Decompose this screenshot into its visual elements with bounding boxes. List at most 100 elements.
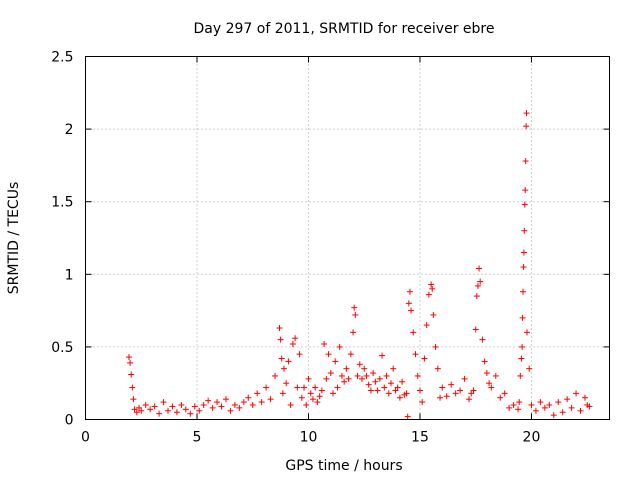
data-point: [258, 399, 265, 406]
data-point: [301, 384, 308, 391]
data-point: [227, 407, 234, 414]
data-point: [396, 394, 403, 401]
data-point: [374, 387, 381, 394]
data-point: [486, 380, 493, 387]
data-point: [419, 399, 426, 406]
data-point: [318, 387, 325, 394]
data-point: [130, 396, 137, 403]
data-point: [173, 409, 180, 416]
data-point: [520, 249, 527, 256]
data-point: [477, 278, 484, 285]
data-point: [283, 380, 290, 387]
data-point: [354, 372, 361, 379]
data-point: [443, 393, 450, 400]
data-point: [526, 365, 533, 372]
y-tick-label: 0.5: [51, 340, 73, 356]
data-point: [518, 355, 525, 362]
data-point: [515, 406, 522, 413]
data-point: [363, 372, 370, 379]
data-point: [394, 384, 401, 391]
data-point: [425, 291, 432, 298]
data-point: [236, 404, 243, 411]
data-point: [307, 390, 314, 397]
data-point: [151, 403, 158, 410]
data-point: [568, 404, 575, 411]
data-point: [577, 407, 584, 414]
data-point: [127, 359, 134, 366]
data-point: [408, 307, 415, 314]
data-point: [327, 370, 334, 377]
data-point: [399, 378, 406, 385]
data-point: [481, 358, 488, 365]
data-point: [439, 384, 446, 391]
data-point: [182, 406, 189, 413]
x-axis-label: GPS time / hours: [285, 458, 402, 474]
data-point: [365, 381, 372, 388]
data-point: [128, 371, 135, 378]
data-point: [416, 387, 423, 394]
data-point: [559, 409, 566, 416]
data-point: [125, 354, 132, 361]
data-point: [523, 123, 530, 130]
data-point: [278, 355, 285, 362]
data-point: [523, 110, 530, 117]
data-point: [214, 399, 221, 406]
data-point: [541, 404, 548, 411]
data-point: [379, 352, 386, 359]
data-point: [506, 404, 513, 411]
data-point: [573, 390, 580, 397]
data-point: [191, 403, 198, 410]
data-point: [358, 375, 365, 382]
data-point: [361, 365, 368, 372]
data-point: [479, 336, 486, 343]
axes: 0 5 10 15 20 0 0.5 1 1.5 2 2.5: [51, 50, 610, 446]
data-point: [474, 282, 481, 289]
y-tick-label: 0: [65, 413, 74, 429]
data-point: [341, 378, 348, 385]
data-point: [187, 410, 194, 417]
data-point: [296, 351, 303, 358]
data-point: [421, 355, 428, 362]
data-point: [405, 300, 412, 307]
data-point: [347, 351, 354, 358]
data-point: [312, 384, 319, 391]
data-point: [147, 406, 154, 413]
data-point: [537, 399, 544, 406]
data-point: [160, 399, 167, 406]
data-point: [519, 343, 526, 350]
data-point: [316, 393, 323, 400]
y-tick-label: 2: [65, 122, 74, 138]
data-point: [240, 399, 247, 406]
x-tick-label: 0: [81, 430, 90, 446]
data-point: [501, 390, 508, 397]
y-tick-label: 1.5: [51, 195, 73, 211]
data-point: [387, 380, 394, 387]
data-point: [466, 396, 473, 403]
data-point: [522, 187, 529, 194]
data-point: [343, 365, 350, 372]
data-point: [289, 340, 296, 347]
data-point: [277, 336, 284, 343]
data-point: [510, 401, 517, 408]
data-point: [218, 403, 225, 410]
data-point: [350, 329, 357, 336]
data-point: [279, 390, 286, 397]
data-point: [555, 399, 562, 406]
x-tick-label: 15: [411, 430, 429, 446]
data-point: [142, 401, 149, 408]
data-point: [473, 293, 480, 300]
data-point: [263, 384, 270, 391]
data-point: [488, 384, 495, 391]
data-point: [428, 281, 435, 288]
grid: [85, 56, 610, 420]
data-point: [492, 372, 499, 379]
data-point: [390, 365, 397, 372]
data-point: [267, 396, 274, 403]
data-point: [521, 227, 528, 234]
data-point: [305, 375, 312, 382]
data-point: [287, 401, 294, 408]
data-point: [437, 394, 444, 401]
plot-frame: [85, 56, 610, 420]
data-point: [457, 387, 464, 394]
data-point: [280, 365, 287, 372]
